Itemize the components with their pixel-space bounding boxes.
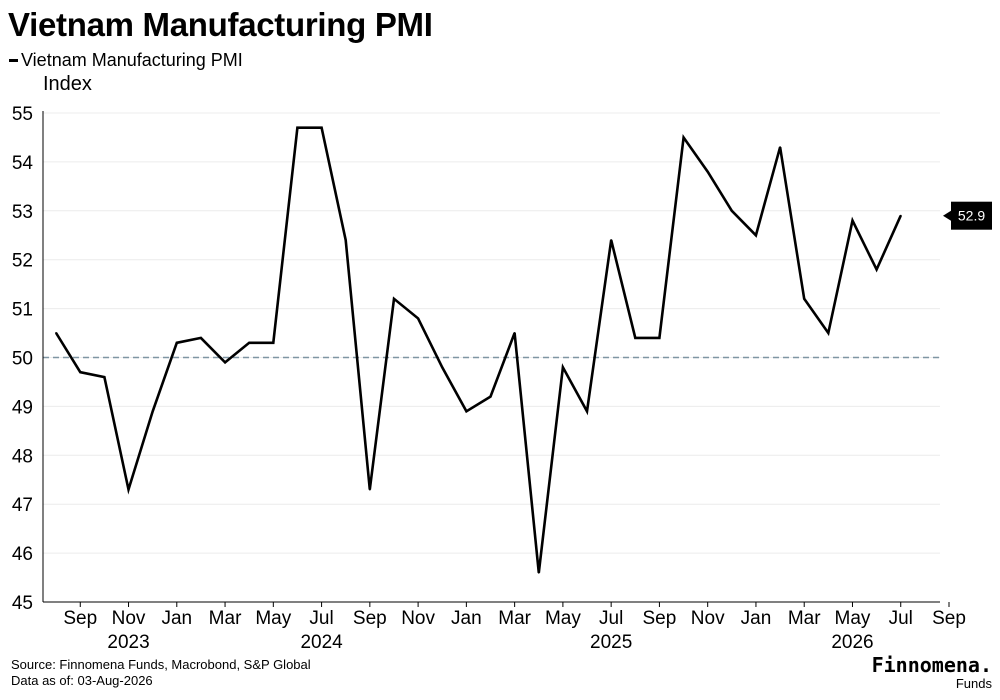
y-tick-label: 48	[12, 446, 33, 467]
y-tick-label: 45	[12, 593, 33, 614]
year-label: 2025	[590, 632, 632, 653]
x-tick-label: Sep	[932, 608, 966, 629]
x-tick-label: Mar	[788, 608, 821, 629]
badge-box	[951, 201, 992, 230]
year-labels: 2023 2024 2025 2026	[107, 632, 873, 653]
y-tick-label: 49	[12, 397, 33, 418]
series-layer	[54, 126, 902, 573]
data-point	[344, 239, 347, 242]
x-tick-label: May	[255, 608, 291, 629]
x-tick-label: Jul	[599, 608, 623, 629]
data-point	[489, 395, 492, 398]
x-tick-label: May	[545, 608, 581, 629]
y-tick-label: 52	[12, 251, 33, 272]
data-point	[79, 371, 82, 374]
x-tick-labels: Sep Nov Jan Mar May Jul Sep Nov Jan Mar May Jul Sep N…	[63, 602, 966, 629]
y-tick-labels: 45 46 47 48 49 50 51 52 53 54 55	[12, 104, 34, 614]
data-point	[827, 332, 830, 335]
year-label: 2023	[107, 632, 149, 653]
grid-lines	[43, 112, 940, 554]
y-tick-label: 53	[12, 202, 33, 223]
legend: Vietnam Manufacturing PMI	[9, 50, 243, 71]
badge-pointer	[943, 210, 951, 221]
data-point	[513, 332, 516, 335]
data-point	[224, 361, 227, 364]
x-tick-label: Sep	[353, 608, 387, 629]
x-tick-label: Jul	[309, 608, 333, 629]
data-point	[392, 297, 395, 300]
chart-title: Vietnam Manufacturing PMI	[8, 6, 433, 43]
data-point	[368, 488, 371, 491]
y-axis-unit: Index	[43, 73, 92, 95]
data-point	[851, 219, 854, 222]
data-point	[320, 126, 323, 129]
year-label: 2026	[831, 632, 873, 653]
data-point	[272, 341, 275, 344]
data-point	[441, 366, 444, 369]
x-tick-label: Jan	[741, 608, 772, 629]
y-tick-label: 46	[12, 544, 33, 565]
data-point	[682, 136, 685, 139]
data-point	[658, 336, 661, 339]
x-tick-label: Nov	[112, 608, 146, 629]
y-tick-label: 55	[12, 104, 33, 125]
data-point	[706, 170, 709, 173]
axes	[42, 111, 940, 603]
y-tick-label: 51	[12, 300, 33, 321]
data-as-of: Data as of: 03-Aug-2026	[11, 673, 153, 688]
x-tick-label: Jan	[161, 608, 192, 629]
x-tick-label: Jul	[889, 608, 913, 629]
x-tick-label: Mar	[209, 608, 242, 629]
data-point	[199, 336, 202, 339]
y-tick-label: 47	[12, 495, 33, 516]
data-point	[634, 336, 637, 339]
x-tick-label: Mar	[498, 608, 531, 629]
data-point	[175, 341, 178, 344]
brand-name: Finnomena.	[871, 653, 992, 677]
data-point	[803, 297, 806, 300]
brand-sub: Funds	[955, 676, 992, 691]
last-value-badge: 52.9	[943, 201, 992, 230]
y-tick-label: 54	[12, 153, 34, 174]
data-point	[899, 214, 902, 217]
data-point	[586, 410, 589, 413]
data-point	[561, 366, 564, 369]
y-tick-label: 50	[12, 349, 33, 370]
data-point	[127, 488, 130, 491]
data-point	[248, 341, 251, 344]
data-points	[55, 126, 902, 574]
x-tick-label: Sep	[63, 608, 97, 629]
data-point	[417, 317, 420, 320]
last-value-label: 52.9	[958, 208, 985, 224]
data-point	[103, 376, 106, 379]
x-tick-label: Sep	[643, 608, 677, 629]
brand-logo: Finnomena. Funds	[872, 653, 992, 691]
source-text: Source: Finnomena Funds, Macrobond, S&P …	[11, 657, 311, 672]
x-tick-label: May	[835, 608, 871, 629]
series-line	[54, 126, 902, 573]
data-point	[610, 239, 613, 242]
data-point	[537, 571, 540, 574]
data-point	[730, 209, 733, 212]
source-note: Source: Finnomena Funds, Macrobond, S&P …	[11, 657, 311, 689]
data-point	[465, 410, 468, 413]
x-tick-label: Jan	[451, 608, 482, 629]
x-tick-label: Nov	[691, 608, 725, 629]
legend-swatch	[9, 59, 18, 62]
data-point	[151, 410, 154, 413]
data-point	[779, 146, 782, 149]
legend-label: Vietnam Manufacturing PMI	[21, 50, 243, 70]
x-tick-label: Nov	[401, 608, 435, 629]
data-point	[875, 268, 878, 271]
data-point	[296, 126, 299, 129]
year-label: 2024	[300, 632, 343, 653]
data-point	[55, 332, 58, 335]
data-point	[754, 234, 757, 237]
